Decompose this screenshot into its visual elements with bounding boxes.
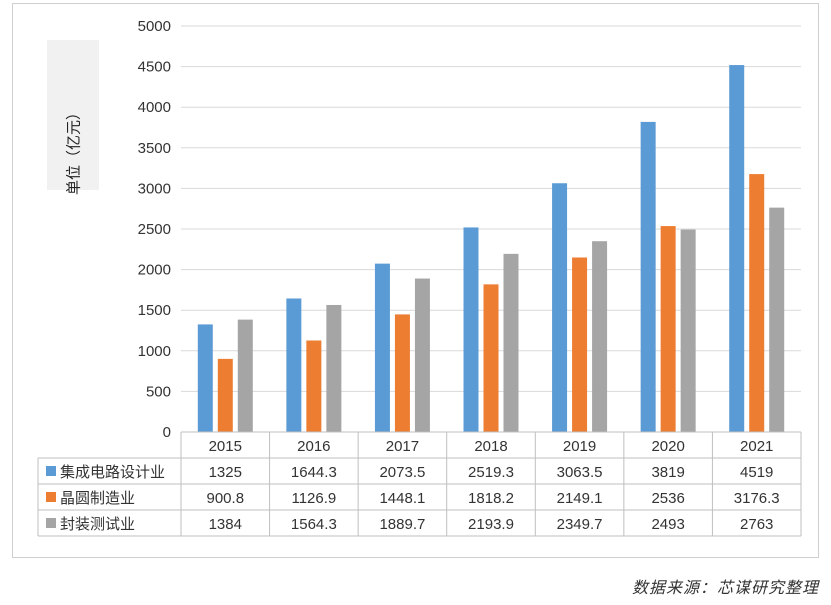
y-axis-label-box: 单位（亿元） xyxy=(47,40,99,195)
legend-key xyxy=(46,466,56,476)
data-label: 1384 xyxy=(209,516,242,533)
x-tick-label: 2019 xyxy=(563,438,596,455)
bar xyxy=(374,263,390,432)
bar xyxy=(660,226,676,432)
bar xyxy=(463,227,479,432)
bar xyxy=(197,324,213,432)
data-label: 1448.1 xyxy=(379,490,425,507)
data-label: 2149.1 xyxy=(557,490,603,507)
data-label: 2536 xyxy=(651,490,684,507)
y-tick-label: 2000 xyxy=(138,262,171,279)
bar xyxy=(394,314,410,432)
y-tick-label: 1500 xyxy=(138,302,171,319)
bar xyxy=(640,121,656,432)
bar xyxy=(326,304,342,432)
y-tick-label: 2500 xyxy=(138,221,171,238)
data-label: 2349.7 xyxy=(557,516,603,533)
x-tick-label: 2021 xyxy=(740,438,773,455)
data-label: 3176.3 xyxy=(734,490,780,507)
data-label: 2519.3 xyxy=(468,464,514,481)
x-tick-label: 2017 xyxy=(386,438,419,455)
data-label: 900.8 xyxy=(207,490,245,507)
y-tick-label: 5000 xyxy=(138,18,171,35)
legend-key xyxy=(46,492,56,502)
data-label: 1818.2 xyxy=(468,490,514,507)
bar xyxy=(552,183,568,432)
bar xyxy=(729,65,745,433)
bar xyxy=(769,207,785,432)
bar xyxy=(217,358,233,432)
legend-label: 集成电路设计业 xyxy=(60,463,165,481)
y-tick-label: 1000 xyxy=(138,343,171,360)
data-label: 4519 xyxy=(740,464,773,481)
data-label: 1644.3 xyxy=(291,464,337,481)
y-tick-label: 4000 xyxy=(138,99,171,116)
bar xyxy=(286,298,302,432)
x-tick-label: 2015 xyxy=(209,438,242,455)
y-tick-label: 3000 xyxy=(138,180,171,197)
y-tick-label: 0 xyxy=(163,424,171,441)
data-label: 3063.5 xyxy=(557,464,603,481)
y-tick-label: 500 xyxy=(146,383,171,400)
bar xyxy=(592,241,608,432)
data-label: 1889.7 xyxy=(379,516,425,533)
legend-label: 封装测试业 xyxy=(60,515,135,533)
bar xyxy=(572,257,588,432)
bar xyxy=(680,229,696,432)
bar xyxy=(414,278,430,432)
data-label: 2073.5 xyxy=(379,464,425,481)
bar xyxy=(237,319,253,432)
bar-chart: 0 500 1000 1500 2000 2500 3000 3500 4000 4500 5000… xyxy=(37,18,802,537)
data-label: 2193.9 xyxy=(468,516,514,533)
y-tick-label: 4500 xyxy=(138,59,171,76)
data-label: 1325 xyxy=(209,464,242,481)
data-label: 3819 xyxy=(651,464,684,481)
legend-label: 晶圆制造业 xyxy=(60,489,135,507)
data-label: 1126.9 xyxy=(291,490,336,507)
bar xyxy=(749,174,765,432)
legend-key xyxy=(46,518,56,528)
source-note: 数据来源：芯谋研究整理 xyxy=(631,578,819,597)
x-tick-label: 2016 xyxy=(297,438,330,455)
bar xyxy=(483,284,499,432)
bar xyxy=(503,253,519,432)
data-label: 1564.3 xyxy=(291,516,337,533)
x-tick-label: 2018 xyxy=(474,438,507,455)
bar xyxy=(306,340,322,432)
data-label: 2493 xyxy=(651,516,684,533)
data-label: 2763 xyxy=(740,516,773,533)
x-tick-label: 2020 xyxy=(651,438,684,455)
chart-frame: 单位（亿元） 0 500 1000 1500 2000 2500 3000 3500 4000 4… xyxy=(12,3,819,558)
y-tick-label: 3500 xyxy=(138,140,171,157)
